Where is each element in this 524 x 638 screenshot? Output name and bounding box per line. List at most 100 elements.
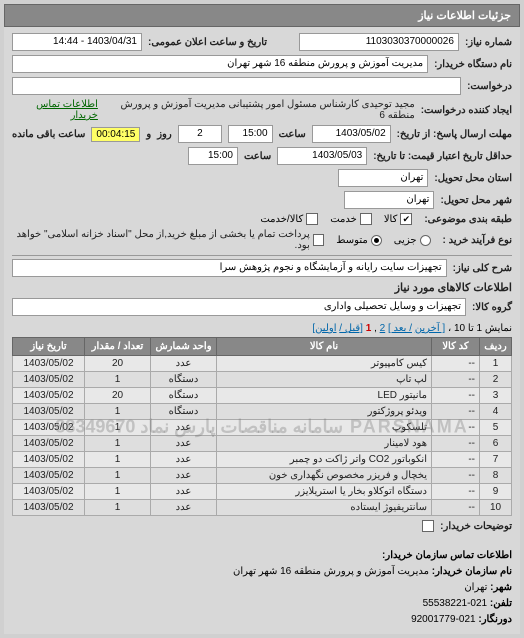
table-cell: عدد [151,420,217,436]
table-cell: 1403/05/02 [13,500,85,516]
need-desc-value: تجهیزات سایت رایانه و آزمایشگاه و نجوم پ… [12,259,447,277]
request-label: درخواست: [467,81,512,92]
col-header: ردیف [480,338,512,356]
announce-label: تاریخ و ساعت اعلان عمومی: [148,37,267,48]
pager-first[interactable]: اولین] [312,323,336,334]
cat-goods-label: کالا [384,214,398,225]
table-cell: 1 [85,420,151,436]
reply-time: 15:00 [228,125,272,143]
table-cell: عدد [151,484,217,500]
table-cell: دستگاه [151,404,217,420]
partial-checkbox[interactable] [422,520,434,532]
buy-mid-radio[interactable] [371,235,382,246]
contact-org-label: نام سازمان خریدار: [432,566,512,577]
cat-service-checkbox[interactable] [360,213,372,225]
table-cell: 6 [480,436,512,452]
pager-p2[interactable]: 2 [380,323,386,334]
table-cell: 1403/05/02 [13,436,85,452]
table-cell: عدد [151,452,217,468]
cat-goods-checkbox[interactable] [400,213,412,225]
table-row[interactable]: 4--ویدئو پروژکتوردستگاه11403/05/02 [13,404,512,420]
table-row[interactable]: 5--تلسکوپعدد11403/05/02 [13,420,512,436]
table-cell: 10 [480,500,512,516]
contact-tel-label: تلفن: [490,598,512,609]
contact-tel: 021-55538221 [423,598,488,609]
partial-label: توضیحات خریدار: [440,521,512,532]
price-time: 15:00 [188,147,238,165]
reply-date: 1403/05/02 [312,125,391,143]
table-cell: -- [432,404,480,420]
table-cell: لپ تاپ [217,372,432,388]
buy-note: پرداخت تمام یا بخشی از مبلغ خرید,از محل … [12,229,310,251]
buy-small-label: جزیی [394,235,417,246]
buy-small-radio[interactable] [420,235,431,246]
table-cell: 5 [480,420,512,436]
cat-both-checkbox[interactable] [306,213,318,225]
pager-next[interactable]: / بعد ] [388,323,412,334]
days-label: روز [157,129,172,140]
table-cell: 8 [480,468,512,484]
group-label: گروه کالا: [472,302,512,313]
table-cell: 9 [480,484,512,500]
col-header: تاریخ نیاز [13,338,85,356]
table-cell: عدد [151,356,217,372]
table-cell: ویدئو پروژکتور [217,404,432,420]
contact-header: اطلاعات تماس سازمان خریدار: [12,548,512,564]
cat-both-label: کالا/خدمت [260,214,303,225]
contact-city-label: شهر: [490,582,512,593]
treasury-checkbox[interactable] [313,234,325,246]
table-row[interactable]: 1--کیس کامپیوترعدد201403/05/02 [13,356,512,372]
creator-label: ایجاد کننده درخواست: [421,105,512,116]
table-row[interactable]: 7--انکوباتور CO2 واتر ژاکت دو چمبرعدد114… [13,452,512,468]
table-cell: هود لامینار [217,436,432,452]
table-row[interactable]: 9--دستگاه اتوکلاو بخار یا استریلایزرعدد1… [13,484,512,500]
pager-p1: 1 [366,323,372,334]
col-header: نام کالا [217,338,432,356]
table-cell: 20 [85,388,151,404]
table-cell: -- [432,388,480,404]
table-row[interactable]: 2--لپ تاپدستگاه11403/05/02 [13,372,512,388]
pager-last[interactable]: [ آخرین [415,323,445,334]
table-cell: یخچال و فریزر مخصوص نگهداری خون [217,468,432,484]
table-cell: 1 [85,436,151,452]
table-cell: 1403/05/02 [13,388,85,404]
remain-value: 00:04:15 [91,127,140,142]
table-cell: 3 [480,388,512,404]
need-no-label: شماره نیاز: [465,37,512,48]
contact-city: تهران [464,582,487,593]
table-cell: 1403/05/02 [13,484,85,500]
price-date: 1403/05/03 [277,147,367,165]
table-row[interactable]: 8--یخچال و فریزر مخصوص نگهداری خونعدد114… [13,468,512,484]
table-wrap: ردیفکد کالانام کالاواحد شمارشتعداد / مقد… [12,337,512,516]
table-cell: 7 [480,452,512,468]
table-cell: -- [432,436,480,452]
table-cell: 1403/05/02 [13,404,85,420]
reply-time-label: ساعت [279,129,306,140]
buyer-org-label: نام دستگاه خریدار: [434,59,512,70]
contact-link[interactable]: اطلاعات تماس خریدار [12,99,98,121]
pager-prev[interactable]: [قبل / [339,323,363,334]
table-cell: 1403/05/02 [13,372,85,388]
cat-service-label: خدمت [330,214,357,225]
contact-org: مدیریت آموزش و پرورش منطقه 16 شهر تهران [233,566,429,577]
table-cell: تلسکوپ [217,420,432,436]
table-row[interactable]: 10--سانتریفیوژ ایستادهعدد11403/05/02 [13,500,512,516]
days-value: 2 [178,125,222,143]
table-cell: 2 [480,372,512,388]
buy-mid-label: متوسط [336,235,367,246]
announce-value: 1403/04/31 - 14:44 [12,33,142,51]
province-label: استان محل تحویل: [434,173,512,184]
page-title: جزئیات اطلاعات نیاز [418,10,511,22]
table-row[interactable]: 6--هود لامینارعدد11403/05/02 [13,436,512,452]
table-cell: 1 [85,500,151,516]
main-form: شماره نیاز: 1103030370000026 تاریخ و ساع… [4,27,520,542]
pager-summary: نمایش 1 تا 10 ، [448,323,512,334]
table-cell: -- [432,484,480,500]
table-row[interactable]: 3--مانیتور LEDدستگاه201403/05/02 [13,388,512,404]
table-cell: -- [432,420,480,436]
goods-table: ردیفکد کالانام کالاواحد شمارشتعداد / مقد… [12,337,512,516]
city-value: تهران [344,191,434,209]
creator-value: مجید توحیدی کارشناس مسئول امور پشتیبانی … [104,99,415,121]
table-cell: -- [432,372,480,388]
page-header: جزئیات اطلاعات نیاز [4,4,520,27]
